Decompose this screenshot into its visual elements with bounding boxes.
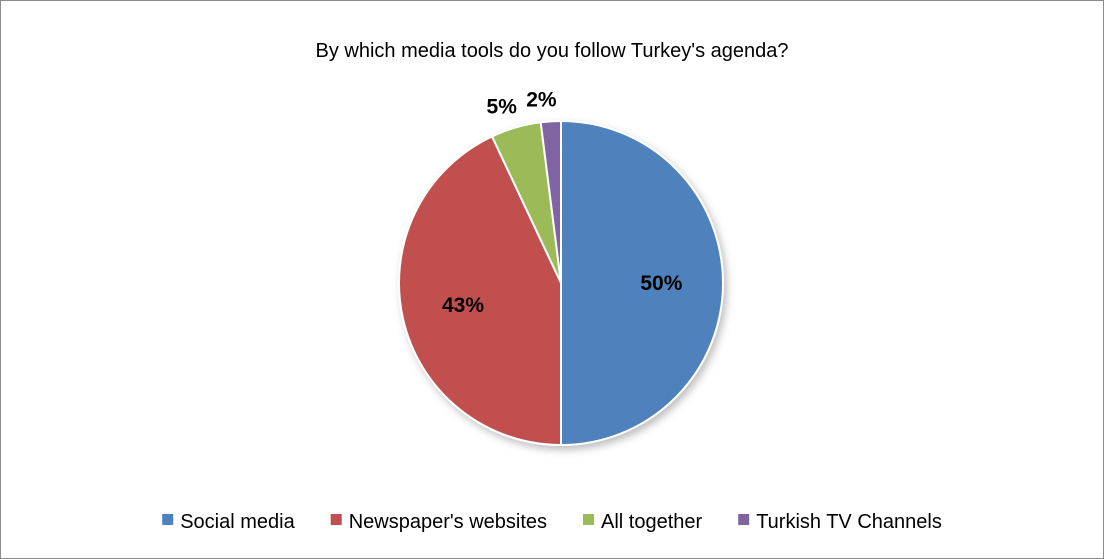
data-label-newspaper-s-websites: 43% (442, 294, 484, 317)
legend-item-turkish-tv-channels: Turkish TV Channels (738, 511, 942, 533)
legend-label-newspaper-s-websites: Newspaper's websites (349, 511, 547, 533)
pie-slice-newspaper-s-websites (398, 135, 562, 447)
legend-label-all-together: All together (601, 511, 703, 533)
data-labels: 50% 43% 5% 2% (442, 88, 683, 317)
legend-marker-turkish-tv-channels (738, 514, 750, 525)
legend-marker-social-media (162, 514, 174, 525)
data-label-all-together: 5% (487, 95, 518, 118)
legend-label-social-media: Social media (180, 511, 295, 533)
pie-slice-social-media (560, 119, 724, 447)
legend-label-turkish-tv-channels: Turkish TV Channels (756, 511, 942, 533)
legend: Social media Newspaper's websites All toge… (162, 511, 942, 533)
legend-item-all-together: All together (583, 511, 703, 533)
pie-slices (398, 119, 724, 447)
chart-title: By which media tools do you follow Turke… (316, 40, 789, 62)
legend-item-social-media: Social media (162, 511, 296, 533)
data-label-turkish-tv-channels: 2% (526, 88, 557, 111)
data-label-social-media: 50% (640, 272, 682, 295)
legend-marker-newspaper-s-websites (330, 514, 342, 525)
legend-marker-all-together (583, 514, 594, 525)
legend-item-newspaper-s-websites: Newspaper's websites (330, 511, 547, 533)
pie-slice-turkish-tv-channels (539, 119, 562, 284)
